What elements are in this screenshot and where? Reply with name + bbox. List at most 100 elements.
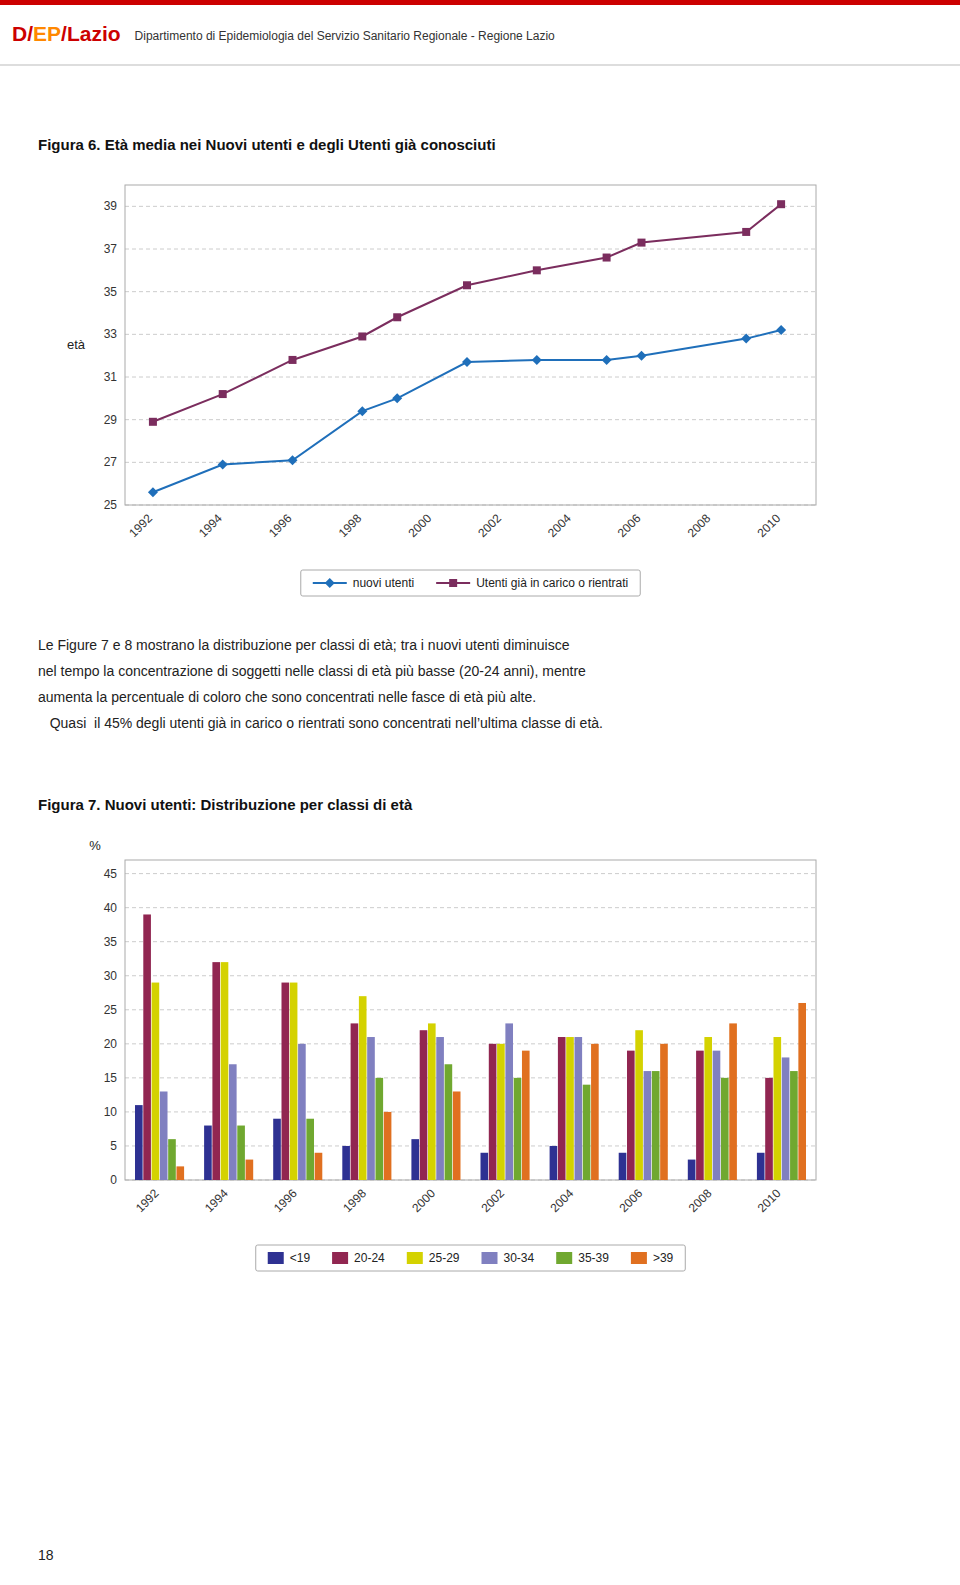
marks [135, 914, 806, 1180]
header-border [0, 65, 960, 66]
grid-line [125, 1009, 816, 1010]
bar [411, 1139, 419, 1180]
grid-line [125, 334, 816, 335]
x-tick-label: 2004 [545, 511, 574, 540]
page: D/EP/LazioDipartimento di Epidemiologia … [0, 0, 960, 1585]
bar [696, 1051, 704, 1180]
series-marker [742, 228, 750, 236]
bar [221, 962, 229, 1180]
bar [298, 1044, 306, 1180]
legend-swatch [556, 1252, 572, 1264]
x-tick-label: 2008 [686, 1186, 715, 1215]
bar [143, 914, 151, 1180]
bar [168, 1139, 176, 1180]
x-tick-label: 1992 [126, 511, 155, 540]
series-marker [218, 459, 228, 469]
legend-label: >39 [653, 1251, 674, 1265]
legend-item: 30-34 [482, 1251, 535, 1265]
grid-line [125, 377, 816, 378]
y-tick-label: 35 [104, 935, 118, 949]
legend-label: 25-29 [429, 1251, 460, 1265]
y-axis-label: % [89, 838, 101, 853]
y-tick-label: 25 [104, 1003, 118, 1017]
legend-label: 20-24 [354, 1251, 385, 1265]
y-tick-label: 27 [104, 455, 118, 469]
y-tick-label: 15 [104, 1071, 118, 1085]
series-marker [532, 355, 542, 365]
x-tick-label: 2006 [617, 1186, 646, 1215]
bar [583, 1085, 591, 1180]
top-bar [0, 0, 960, 5]
legend-label: 35-39 [578, 1251, 609, 1265]
paragraph-line: Le Figure 7 e 8 mostrano la distribuzion… [38, 637, 570, 653]
y-tick-label: 37 [104, 242, 118, 256]
y-tick-label: 40 [104, 901, 118, 915]
grid-line [125, 1077, 816, 1078]
bar [453, 1091, 461, 1180]
legend: <1920-2425-2930-3435-39>39 [256, 1245, 686, 1271]
logo-part: EP [33, 22, 61, 45]
bar [229, 1064, 237, 1180]
series-line [153, 330, 781, 492]
grid-line [125, 1043, 816, 1044]
series-marker [533, 266, 541, 274]
grid-line [125, 206, 816, 207]
bar [375, 1078, 383, 1180]
bar [152, 983, 160, 1180]
legend-box [256, 1245, 686, 1271]
bar [713, 1051, 721, 1180]
series-marker [288, 455, 298, 465]
grid-line [125, 907, 816, 908]
bar [445, 1064, 453, 1180]
grid-line [125, 873, 816, 874]
series-marker [637, 351, 647, 361]
x-tick-label: 1994 [202, 1186, 231, 1215]
x-tick-label: 2000 [405, 511, 434, 540]
bar [204, 1126, 212, 1180]
bar [729, 1023, 737, 1180]
logo-part: D [12, 22, 27, 45]
series-marker [357, 406, 367, 416]
bar [635, 1030, 643, 1180]
x-tick-label: 1998 [336, 511, 365, 540]
grid-line [125, 1111, 816, 1112]
y-axis-label: età [67, 337, 86, 352]
paragraph-line: aumenta la percentuale di coloro che son… [38, 689, 536, 705]
x-tick-label: 1996 [271, 1186, 300, 1215]
chart: Figura 7. Nuovi utenti: Distribuzione pe… [38, 796, 816, 1271]
y-tick-label: 31 [104, 370, 118, 384]
series-marker [463, 281, 471, 289]
bar [505, 1023, 513, 1180]
paragraph-line: nel tempo la concentrazione di soggetti … [38, 663, 586, 679]
bar [704, 1037, 712, 1180]
legend-label: nuovi utenti [353, 576, 414, 590]
plot-frame [125, 185, 816, 505]
bar [773, 1037, 781, 1180]
bar [721, 1078, 729, 1180]
x-tick-label: 2006 [615, 511, 644, 540]
bar [514, 1078, 522, 1180]
legend-swatch [325, 578, 335, 588]
page-number: 18 [38, 1547, 54, 1563]
logo-part: Lazio [67, 22, 121, 45]
bar [591, 1044, 599, 1180]
bar [246, 1160, 254, 1180]
y-tick-label: 29 [104, 413, 118, 427]
grid-line [125, 941, 816, 942]
bar [660, 1044, 668, 1180]
y-tick-label: 39 [104, 199, 118, 213]
y-tick-label: 45 [104, 867, 118, 881]
marks [148, 200, 786, 497]
legend-label: 30-34 [504, 1251, 535, 1265]
bar [782, 1057, 790, 1180]
x-tick-label: 2010 [755, 1186, 784, 1215]
legend-swatch [407, 1252, 423, 1264]
x-tick-label: 2010 [754, 511, 783, 540]
x-tick-label: 2000 [409, 1186, 438, 1215]
series-marker [776, 325, 786, 335]
bar [315, 1153, 323, 1180]
legend-item: nuovi utenti [313, 576, 414, 590]
x-tick-label: 2002 [478, 1186, 507, 1215]
y-tick-label: 10 [104, 1105, 118, 1119]
legend-item: 25-29 [407, 1251, 460, 1265]
